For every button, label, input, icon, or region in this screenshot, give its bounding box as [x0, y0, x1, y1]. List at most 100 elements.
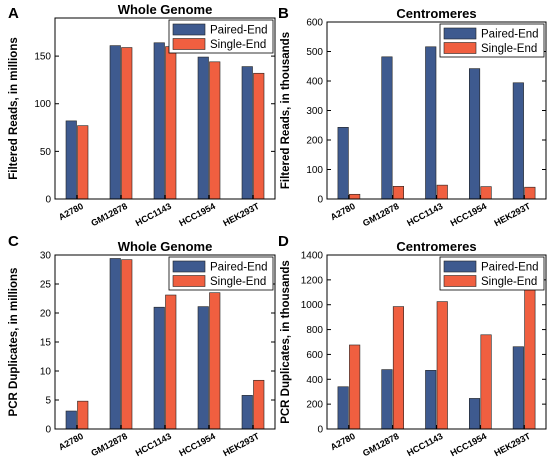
- chart-panel-c: C Whole Genome PCR Duplicates, in millions…: [8, 233, 276, 459]
- y-tick-label: 25: [40, 280, 52, 291]
- bar-paired-end-hcc1954: [197, 56, 209, 200]
- y-tick-label: 600: [306, 350, 323, 361]
- x-tick-label: HCC1143: [405, 201, 444, 228]
- bar-single-end-hcc1143: [165, 294, 177, 430]
- legend-swatch: [443, 275, 477, 287]
- chart-panel-d: D Centromeres PCR Duplicates, in thousands…: [278, 233, 547, 458]
- bar-paired-end-a2780: [65, 410, 77, 430]
- chart-title: Whole Genome: [118, 239, 213, 254]
- y-tick-label: 10: [40, 367, 52, 378]
- y-tick-label: 1400: [301, 251, 324, 262]
- y-axis-label: PCR Duplicates, in thousands: [280, 260, 292, 424]
- x-tick-label: A2780: [57, 201, 85, 222]
- y-tick-label: 0: [317, 195, 323, 206]
- bar-paired-end-gm12878: [109, 258, 121, 430]
- bar-single-end-hcc1143: [436, 184, 448, 200]
- bar-single-end-gm12878: [392, 186, 405, 200]
- chart-title: Whole Genome: [118, 2, 213, 17]
- y-tick-label: 1200: [301, 275, 324, 286]
- legend-label: Single-End: [210, 39, 266, 51]
- x-tick-label: HCC1954: [177, 431, 217, 458]
- legend-label: Single-End: [210, 276, 266, 288]
- bar-paired-end-hcc1143: [153, 42, 165, 200]
- panel-letter: D: [278, 233, 289, 250]
- x-tick-label: GM12878: [361, 201, 401, 228]
- x-tick-label: HCC1143: [134, 431, 173, 458]
- chart-title: Centromeres: [396, 6, 476, 21]
- legend-swatch: [172, 38, 206, 50]
- bar-paired-end-hcc1954: [468, 68, 481, 200]
- bar-single-end-hcc1954: [480, 334, 492, 430]
- bar-paired-end-gm12878: [381, 369, 393, 430]
- x-tick-label: GM12878: [361, 431, 401, 458]
- legend-label: Single-End: [481, 276, 537, 288]
- y-tick-label: 5: [45, 396, 51, 407]
- x-tick-label: GM12878: [89, 431, 129, 458]
- legend-label: Paired-End: [481, 29, 539, 41]
- bar-paired-end-hek293t: [512, 82, 524, 200]
- legend-label: Paired-End: [481, 262, 539, 274]
- bar-single-end-hek293t: [253, 379, 265, 430]
- bar-single-end-a2780: [349, 344, 361, 430]
- panel-letter: A: [8, 5, 19, 22]
- y-tick-label: 0: [45, 425, 51, 436]
- y-tick-label: 50: [40, 147, 52, 158]
- x-tick-label: HCC1143: [134, 201, 173, 228]
- legend: Paired-End Single-End: [168, 19, 274, 54]
- bar-single-end-a2780: [77, 125, 89, 200]
- y-tick-label: 600: [306, 18, 323, 29]
- x-tick-label: HCC1143: [405, 431, 444, 458]
- bar-paired-end-hek293t: [512, 346, 524, 430]
- x-tick-label: HCC1954: [177, 201, 217, 228]
- x-tick-label: A2780: [57, 431, 85, 452]
- legend: Paired-End Single-End: [168, 256, 274, 291]
- bar-paired-end-hcc1143: [425, 46, 437, 200]
- y-tick-label: 400: [306, 77, 323, 88]
- bar-single-end-hcc1143: [165, 46, 177, 200]
- legend-label: Paired-End: [210, 262, 268, 274]
- x-tick-label: HEK293T: [221, 431, 261, 459]
- bar-paired-end-a2780: [65, 120, 77, 200]
- bar-paired-end-gm12878: [109, 45, 121, 200]
- y-tick-label: 30: [40, 251, 52, 262]
- y-tick-label: 400: [306, 375, 323, 386]
- bar-paired-end-a2780: [337, 127, 349, 200]
- legend: Paired-End Single-End: [439, 256, 545, 291]
- y-tick-label: 0: [317, 425, 323, 436]
- panel-letter: C: [8, 233, 19, 250]
- y-tick-label: 500: [306, 47, 323, 58]
- y-tick-label: 100: [34, 99, 51, 110]
- y-axis-label: PCR Duplicates, in millions: [8, 268, 20, 417]
- bar-single-end-hcc1954: [209, 61, 221, 200]
- bar-single-end-hcc1143: [436, 301, 448, 430]
- y-tick-label: 800: [306, 325, 323, 336]
- bar-paired-end-hcc1954: [197, 306, 209, 430]
- bar-single-end-hcc1954: [480, 186, 492, 200]
- bar-single-end-a2780: [77, 400, 89, 430]
- bar-paired-end-hcc1954: [468, 398, 481, 430]
- panel-letter: B: [278, 5, 289, 22]
- y-tick-label: 15: [40, 338, 52, 349]
- bar-single-end-hek293t: [253, 72, 265, 200]
- x-tick-label: A2780: [329, 431, 357, 452]
- y-tick-label: 150: [34, 52, 51, 63]
- x-tick-label: HEK293T: [492, 201, 532, 229]
- bar-single-end-gm12878: [121, 47, 133, 200]
- x-tick-label: A2780: [329, 201, 357, 222]
- y-tick-label: 1000: [301, 300, 324, 311]
- bar-paired-end-gm12878: [381, 56, 393, 200]
- chart-panel-b: B Centromeres Filtered Reads, in thousands…: [278, 5, 547, 229]
- bar-single-end-hek293t: [524, 186, 536, 200]
- legend: Paired-End Single-End: [439, 23, 545, 58]
- y-tick-label: 200: [306, 136, 323, 147]
- y-tick-label: 200: [306, 400, 323, 411]
- x-tick-label: GM12878: [89, 201, 129, 228]
- legend-swatch: [443, 260, 477, 273]
- y-axis-label: Filtered Reads, in thousands: [280, 32, 292, 189]
- y-tick-label: 100: [306, 165, 323, 176]
- bar-single-end-hcc1954: [209, 292, 221, 430]
- x-tick-label: HCC1954: [449, 201, 489, 228]
- bar-paired-end-a2780: [337, 386, 349, 430]
- legend-swatch: [172, 275, 206, 287]
- x-tick-label: HCC1954: [449, 431, 489, 458]
